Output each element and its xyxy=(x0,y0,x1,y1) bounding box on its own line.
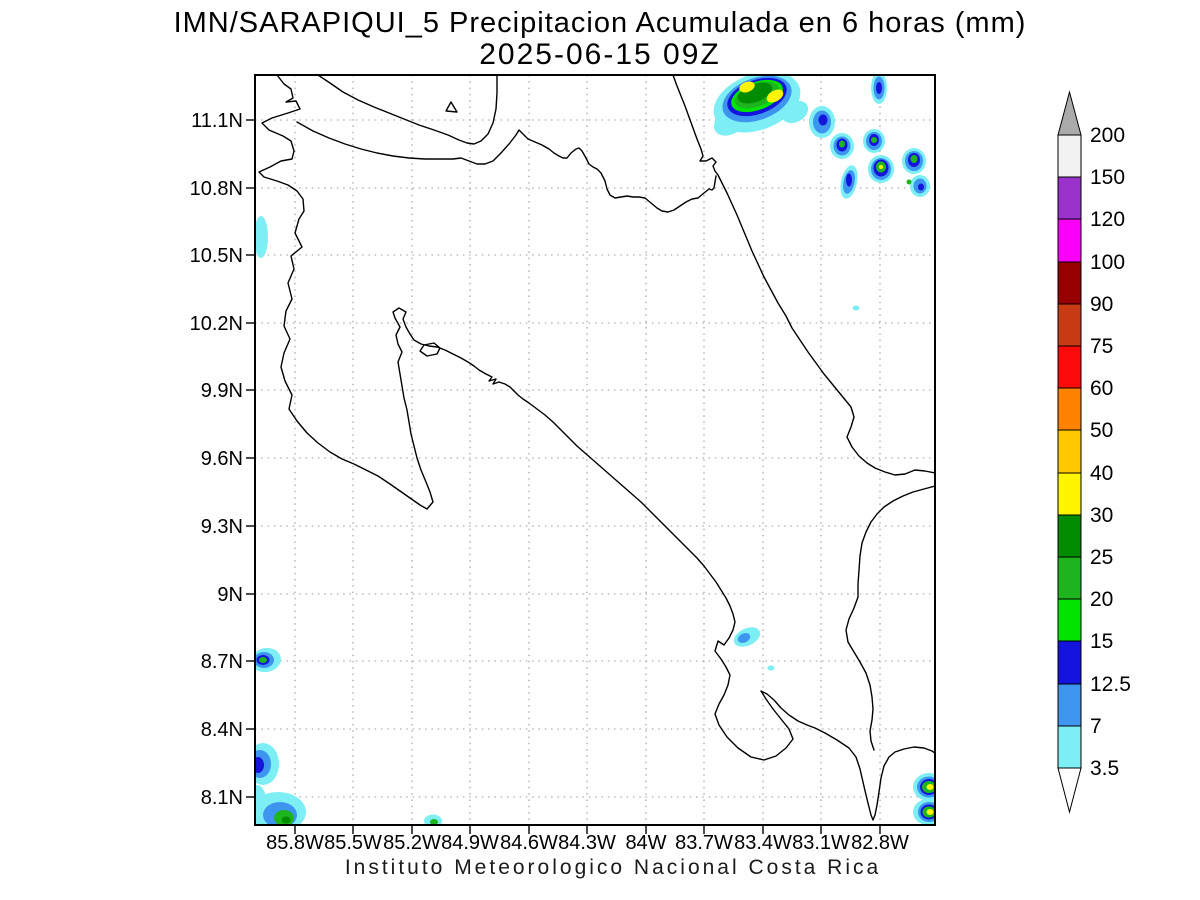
colorbar-arrow-top xyxy=(1057,90,1082,136)
precip-cell xyxy=(913,799,935,825)
lat-axis-labels: 11.1N 10.8N 10.5N 10.2N 9.9N 9.6N 9.3N 9… xyxy=(190,110,243,809)
colorbar-label: 60 xyxy=(1090,377,1113,400)
colorbar-label: 3.5 xyxy=(1090,757,1119,780)
lon-axis-labels: 85.8W 85.5W 85.2W 84.9W 84.6W 84.3W 84W … xyxy=(266,832,909,854)
lat-label: 9.3N xyxy=(201,516,243,538)
colorbar-label: 7 xyxy=(1090,715,1102,738)
colorbar-arrow-bottom xyxy=(1057,767,1082,814)
footer-credit: Instituto Meteorologico Nacional Costa R… xyxy=(345,856,881,879)
lon-label: 84.9W xyxy=(441,832,499,854)
lat-label: 8.7N xyxy=(201,651,243,673)
lat-label: 9N xyxy=(217,584,243,606)
precip-cell xyxy=(871,75,887,104)
axis-ticks xyxy=(246,119,881,834)
colorbar-label: 90 xyxy=(1090,293,1113,316)
colorbar-box xyxy=(1057,640,1082,685)
colorbar-box xyxy=(1057,429,1082,474)
precip-cell-big-north xyxy=(713,75,809,136)
precipitation-layer xyxy=(255,75,935,825)
grid-lines xyxy=(255,75,935,825)
precip-cell xyxy=(809,106,835,138)
colorbar-box xyxy=(1057,387,1082,431)
colorbar-box xyxy=(1057,176,1082,220)
precip-cell xyxy=(255,647,281,673)
lon-label: 83.7W xyxy=(675,832,733,854)
colorbar-box xyxy=(1057,725,1082,769)
lake-island xyxy=(445,101,458,113)
precip-cell xyxy=(733,627,761,647)
precip-cell xyxy=(902,148,930,197)
colorbar-label: 120 xyxy=(1090,208,1125,231)
precip-cell xyxy=(830,133,854,159)
colorbar-box xyxy=(1057,683,1082,727)
lat-label: 10.8N xyxy=(190,178,243,200)
page-title: IMN/SARAPIQUI_5 Precipitacion Acumulada … xyxy=(174,7,1027,39)
colorbar-label: 100 xyxy=(1090,251,1125,274)
precip-cell xyxy=(868,155,894,183)
colorbar-box xyxy=(1057,472,1082,516)
colorbar-box xyxy=(1057,598,1082,642)
colorbar-label: 25 xyxy=(1090,546,1113,569)
lat-label: 9.9N xyxy=(201,380,243,402)
border-nicaragua-river xyxy=(296,121,717,213)
precip-cell xyxy=(424,814,442,825)
lon-label: 85.2W xyxy=(383,832,441,854)
lon-label: 83.1W xyxy=(792,832,850,854)
precip-cell xyxy=(767,665,775,671)
colorbar-label: 75 xyxy=(1090,335,1113,358)
coastline-layer xyxy=(258,75,935,821)
precip-cell xyxy=(255,743,279,785)
colorbar-label: 40 xyxy=(1090,462,1113,485)
lake-nicaragua-south-tip xyxy=(317,75,498,145)
border-panama xyxy=(845,485,935,751)
colorbar-box xyxy=(1057,514,1082,558)
lat-label: 11.1N xyxy=(191,110,243,132)
colorbar-box xyxy=(1057,303,1082,347)
lat-label: 9.6N xyxy=(201,448,243,470)
lon-label: 85.5W xyxy=(324,832,382,854)
colorbar-box xyxy=(1057,261,1082,305)
lat-label: 10.5N xyxy=(190,245,243,267)
colorbar-box xyxy=(1057,345,1082,389)
lat-label: 10.2N xyxy=(190,313,243,335)
lon-label: 82.8W xyxy=(851,832,909,854)
precip-cell xyxy=(852,305,860,311)
lat-label: 8.4N xyxy=(201,719,243,741)
coastline-pacific-main xyxy=(258,75,935,821)
precip-cell xyxy=(255,785,306,825)
lon-label: 84.6W xyxy=(500,832,558,854)
lon-label: 83.4W xyxy=(734,832,792,854)
colorbar-box xyxy=(1057,556,1082,600)
colorbar-label: 200 xyxy=(1090,124,1125,147)
isla-chira xyxy=(419,342,441,357)
colorbar: 200 150 120 100 90 75 60 50 40 30 25 20 … xyxy=(1057,90,1131,814)
precip-cell xyxy=(913,773,935,801)
colorbar-label: 12.5 xyxy=(1090,673,1131,696)
lon-label: 84.3W xyxy=(558,832,616,854)
map-frame xyxy=(254,74,936,826)
lat-label: 8.1N xyxy=(201,787,243,809)
lon-label: 84W xyxy=(625,832,666,854)
colorbar-label: 30 xyxy=(1090,504,1113,527)
colorbar-label: 50 xyxy=(1090,419,1113,442)
precip-cell xyxy=(840,165,858,199)
precip-cell xyxy=(863,129,885,153)
precip-cell xyxy=(255,216,268,258)
lon-label: 85.8W xyxy=(266,832,324,854)
colorbar-box xyxy=(1057,134,1082,178)
colorbar-label: 15 xyxy=(1090,630,1113,653)
coastline-caribbean xyxy=(672,75,935,476)
page-subtitle: 2025-06-15 09Z xyxy=(479,38,721,71)
colorbar-box xyxy=(1057,218,1082,263)
colorbar-label: 150 xyxy=(1090,166,1125,189)
colorbar-label: 20 xyxy=(1090,588,1113,611)
